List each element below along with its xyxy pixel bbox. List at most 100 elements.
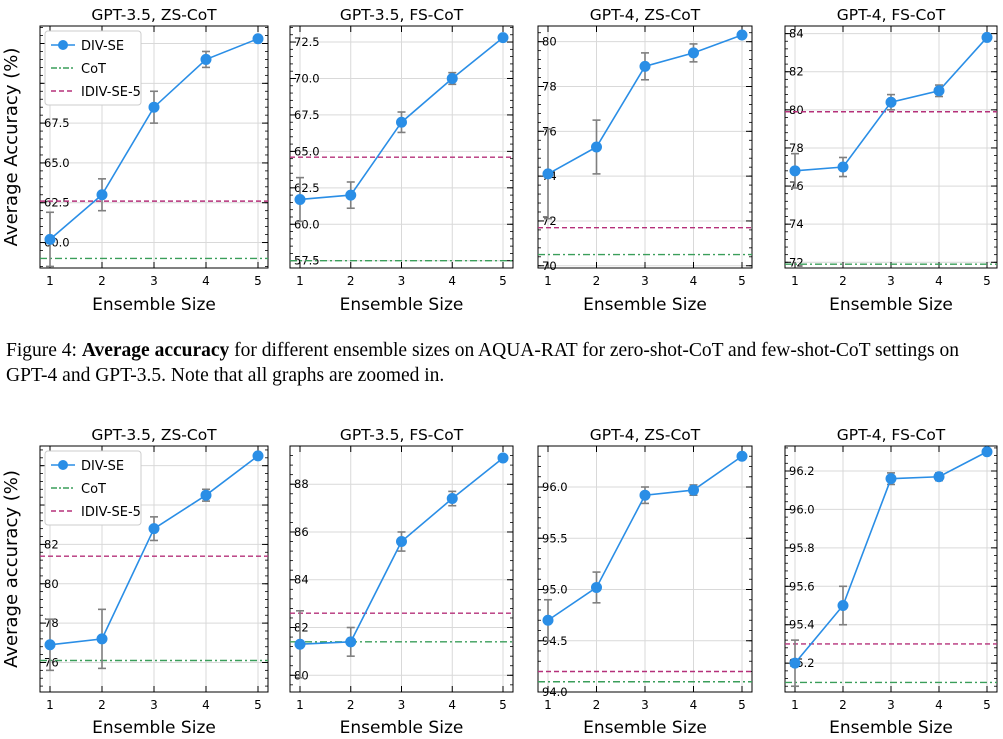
- y-tick-label: 84: [789, 27, 804, 41]
- y-tick-label: 96.0: [542, 480, 568, 494]
- y-tick-label: 67.5: [294, 108, 320, 122]
- legend-label: CoT: [81, 482, 106, 497]
- x-tick-label: 2: [839, 698, 847, 712]
- div-se-point: [44, 233, 56, 245]
- div-se-point: [542, 614, 554, 626]
- panel-title: GPT-4, ZS-CoT: [590, 426, 701, 444]
- y-tick-label: 76: [44, 655, 59, 669]
- div-se-point: [688, 484, 699, 496]
- x-tick-label: 2: [347, 698, 355, 712]
- y-tick-label: 84: [294, 573, 309, 587]
- y-tick-label: 70: [542, 259, 557, 273]
- y-tick-label: 96.0: [789, 502, 815, 516]
- panel-title: GPT-3.5, FS-CoT: [340, 426, 464, 444]
- x-tick-label: 1: [544, 698, 552, 712]
- legend: DIV-SE CoT IDIV-SE-5: [44, 450, 142, 526]
- div-se-point: [736, 450, 748, 462]
- x-tick-label: 5: [499, 274, 507, 288]
- x-tick-label: 4: [448, 274, 456, 288]
- panel-4: 72 74 76 78 80 82 84 1 2 3 4 5 GPT-4, FS-CoT Ensemble…: [784, 6, 998, 315]
- x-axis-label: Ensemble Size: [583, 295, 707, 315]
- y-tick-label: 76: [789, 179, 804, 193]
- div-se-point: [837, 600, 849, 612]
- x-tick-label: 3: [398, 274, 406, 288]
- y-tick-label: 65.0: [44, 156, 70, 170]
- x-tick-label: 4: [202, 698, 210, 712]
- div-se-point: [639, 60, 651, 72]
- x-axis-label: Ensemble Size: [340, 718, 464, 738]
- y-tick-label: 78: [542, 80, 557, 94]
- x-tick-label: 3: [641, 698, 649, 712]
- div-se-point: [981, 446, 993, 458]
- div-se-point: [200, 489, 212, 501]
- y-tick-label: 80: [294, 668, 309, 682]
- x-tick-label: 3: [398, 698, 406, 712]
- x-axis-label: Ensemble Size: [829, 718, 953, 738]
- caption-rest: for different ensemble sizes on AQUA-RAT…: [6, 340, 959, 386]
- figure-top-aqua-rat: Average Accuracy (%) 60.0 62.5 65.0 67.5 70.0…: [1, 6, 998, 315]
- panel-title: GPT-3.5, FS-CoT: [340, 6, 464, 24]
- x-tick-label: 2: [593, 698, 601, 712]
- x-axis-label: Ensemble Size: [92, 295, 216, 315]
- y-tick-label: 60.0: [294, 217, 320, 231]
- y-tick-label: 72.5: [294, 35, 320, 49]
- x-tick-label: 3: [887, 274, 895, 288]
- legend-box: [44, 450, 142, 526]
- legend-label: IDIV-SE-5: [81, 85, 141, 100]
- x-tick-label: 5: [983, 274, 991, 288]
- x-tick-label: 4: [935, 698, 943, 712]
- x-tick-label: 2: [98, 274, 106, 288]
- y-tick-label: 67.5: [44, 116, 70, 130]
- x-tick-label: 5: [983, 698, 991, 712]
- panel-2: 80 82 84 86 88 1 2 3 4 5 GPT-3.5, FS-CoT Ensemble S…: [289, 426, 514, 738]
- div-se-point: [591, 141, 602, 153]
- div-se-point: [591, 581, 602, 593]
- y-tick-label: 76: [542, 124, 557, 138]
- x-axis-label: Ensemble Size: [92, 718, 216, 738]
- y-tick-label: 78: [44, 616, 59, 630]
- figure-bottom: Average accuracy (%) 76 78 80 82 84 86 1 2 3 4 5 GPT…: [1, 426, 998, 738]
- legend-marker: [58, 460, 68, 470]
- y-tick-label: 96.2: [789, 464, 815, 478]
- y-tick-label: 82: [44, 537, 59, 551]
- y-tick-label: 72: [789, 255, 804, 269]
- div-se-point: [789, 165, 801, 177]
- div-se-point: [345, 189, 357, 201]
- x-tick-label: 1: [296, 698, 304, 712]
- div-se-point: [639, 489, 651, 501]
- div-se-point: [933, 85, 945, 97]
- panel-2: 57.560.062.565.067.570.072.51 2 3 4 5GPT-3.5…: [289, 6, 514, 315]
- caption-bold: Average accuracy: [81, 340, 230, 361]
- div-se-point: [542, 168, 554, 180]
- x-tick-label: 2: [98, 698, 106, 712]
- div-se-point: [252, 33, 264, 45]
- div-se-point: [96, 189, 108, 201]
- y-axis-label: Average Accuracy (%): [1, 48, 22, 247]
- x-tick-label: 4: [690, 698, 698, 712]
- legend: DIV-SE CoT IDIV-SE-5: [44, 30, 142, 106]
- x-tick-label: 3: [150, 274, 158, 288]
- div-se-point: [981, 31, 993, 43]
- x-tick-label: 1: [46, 274, 54, 288]
- y-axis-label: Average accuracy (%): [1, 470, 22, 668]
- y-tick-label: 65.0: [294, 144, 320, 158]
- x-tick-label: 5: [254, 698, 262, 712]
- y-tick-label: 95.8: [789, 541, 815, 555]
- div-se-point: [294, 638, 306, 650]
- y-tick-label: 80: [542, 35, 557, 49]
- panel-title: GPT-4, FS-CoT: [837, 426, 946, 444]
- legend-label: DIV-SE: [81, 459, 124, 474]
- y-tick-label: 82: [294, 621, 309, 635]
- div-se-point: [200, 53, 212, 65]
- panel-title: GPT-4, FS-CoT: [837, 6, 946, 24]
- y-tick-label: 95.4: [789, 618, 815, 632]
- div-se-point: [96, 633, 108, 645]
- x-axis-label: Ensemble Size: [340, 295, 464, 315]
- x-tick-label: 2: [839, 274, 847, 288]
- div-se-point: [885, 96, 897, 108]
- x-tick-label: 2: [593, 274, 601, 288]
